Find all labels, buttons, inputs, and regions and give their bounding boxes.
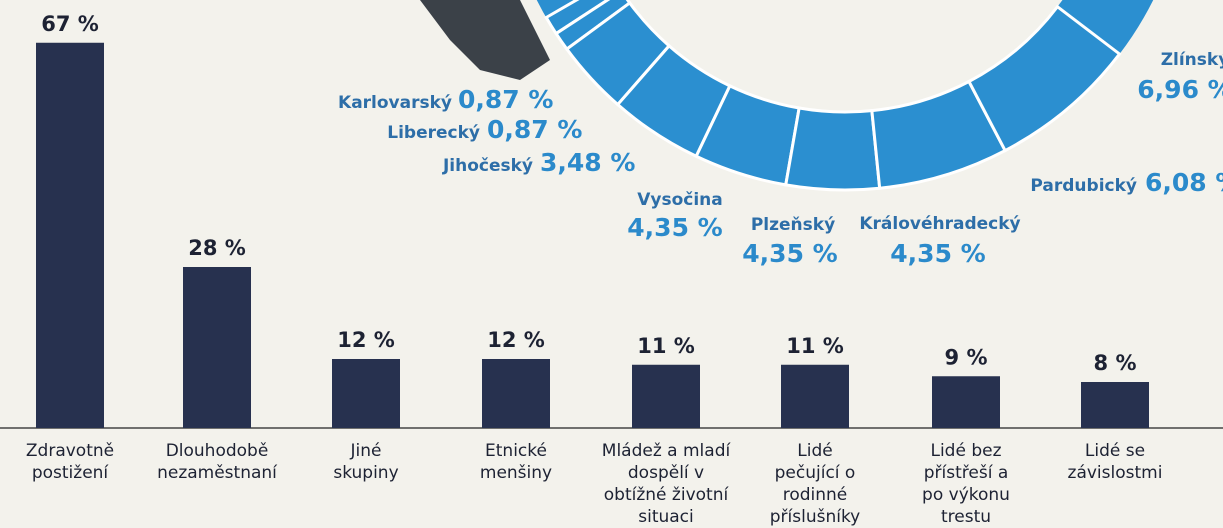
value-label: 11 % bbox=[786, 334, 844, 358]
region-value: 4,35 % bbox=[742, 239, 837, 268]
region-name: Liberecký bbox=[387, 123, 480, 143]
region-value: 0,87 % bbox=[458, 85, 553, 114]
bar bbox=[781, 365, 849, 428]
region-value: 0,87 % bbox=[487, 115, 582, 144]
page: {"chart_data": [ {"type": "bar", "catego… bbox=[0, 0, 1223, 514]
bar bbox=[332, 359, 400, 428]
region-name: Zlínský bbox=[1161, 50, 1223, 70]
value-label: 9 % bbox=[945, 345, 988, 369]
region-value: 4,35 % bbox=[890, 239, 985, 268]
bar bbox=[482, 359, 550, 428]
value-label: 12 % bbox=[337, 328, 395, 352]
region-name: Královéhradecký bbox=[859, 214, 1020, 234]
region-value: 4,35 % bbox=[627, 213, 722, 242]
category-label: Dlouhodobě nezaměstnaní bbox=[152, 440, 282, 484]
region-name: Vysočina bbox=[637, 190, 723, 210]
bar bbox=[183, 267, 251, 428]
value-label: 28 % bbox=[188, 236, 246, 260]
bar bbox=[1081, 382, 1149, 428]
bar bbox=[632, 365, 700, 428]
region-value: 3,48 % bbox=[540, 148, 635, 177]
value-label: 8 % bbox=[1094, 351, 1137, 375]
map-photo bbox=[420, 0, 550, 80]
category-label: Lidé pečující o rodinné příslušníky bbox=[765, 440, 865, 528]
category-label: Etnické menšiny bbox=[476, 440, 556, 484]
bar bbox=[932, 376, 1000, 428]
category-label: Jiné skupiny bbox=[331, 440, 401, 484]
region-name: Pardubický bbox=[1030, 176, 1137, 196]
donut-segment bbox=[786, 108, 880, 190]
category-label: Zdravotně postižení bbox=[20, 440, 120, 484]
bar bbox=[36, 43, 104, 428]
region-name: Plzeňský bbox=[751, 215, 835, 235]
value-label: 67 % bbox=[41, 12, 99, 36]
region-name: Karlovarský bbox=[338, 93, 452, 113]
category-label: Mládež a mladí dospělí v obtížné životní… bbox=[601, 440, 731, 528]
value-label: 11 % bbox=[637, 334, 695, 358]
region-value: 6,96 % bbox=[1137, 75, 1223, 104]
category-label: Lidé se závislostmi bbox=[1068, 440, 1163, 484]
region-value: 6,08 % bbox=[1145, 168, 1223, 197]
region-name: Jihočeský bbox=[442, 156, 533, 176]
value-label: 12 % bbox=[487, 328, 545, 352]
chart: 67 % 28 % 12 % 12 % 11 % 11 % 9 % 8 % Karlovarsk… bbox=[0, 0, 1223, 514]
category-label: Lidé bez přístřeší a po výkonu trestu bbox=[911, 440, 1021, 528]
